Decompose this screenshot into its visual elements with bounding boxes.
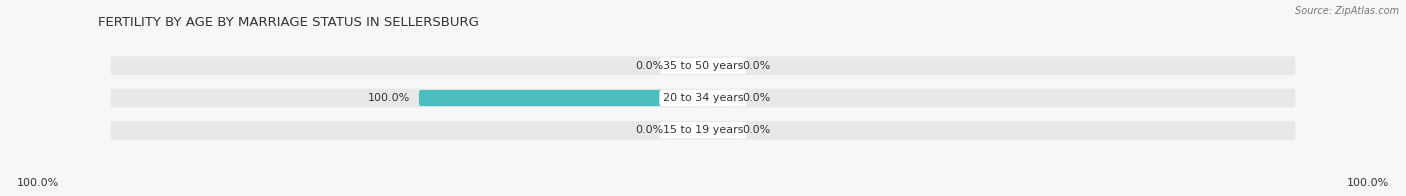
FancyBboxPatch shape [706, 90, 734, 106]
FancyBboxPatch shape [706, 122, 734, 138]
FancyBboxPatch shape [419, 90, 700, 106]
FancyBboxPatch shape [672, 122, 700, 138]
Text: 100.0%: 100.0% [1347, 178, 1389, 188]
Text: 0.0%: 0.0% [742, 93, 770, 103]
Text: FERTILITY BY AGE BY MARRIAGE STATUS IN SELLERSBURG: FERTILITY BY AGE BY MARRIAGE STATUS IN S… [98, 16, 479, 29]
Text: 0.0%: 0.0% [742, 125, 770, 135]
FancyBboxPatch shape [111, 89, 1295, 107]
Text: 0.0%: 0.0% [636, 61, 664, 71]
FancyBboxPatch shape [111, 56, 1295, 75]
Text: 100.0%: 100.0% [17, 178, 59, 188]
Text: 0.0%: 0.0% [742, 61, 770, 71]
Text: Source: ZipAtlas.com: Source: ZipAtlas.com [1295, 6, 1399, 16]
FancyBboxPatch shape [111, 121, 1295, 140]
Text: 0.0%: 0.0% [636, 125, 664, 135]
FancyBboxPatch shape [672, 58, 700, 74]
Text: 15 to 19 years: 15 to 19 years [662, 125, 744, 135]
Text: 35 to 50 years: 35 to 50 years [662, 61, 744, 71]
Text: 100.0%: 100.0% [367, 93, 409, 103]
FancyBboxPatch shape [706, 58, 734, 74]
Text: 20 to 34 years: 20 to 34 years [662, 93, 744, 103]
